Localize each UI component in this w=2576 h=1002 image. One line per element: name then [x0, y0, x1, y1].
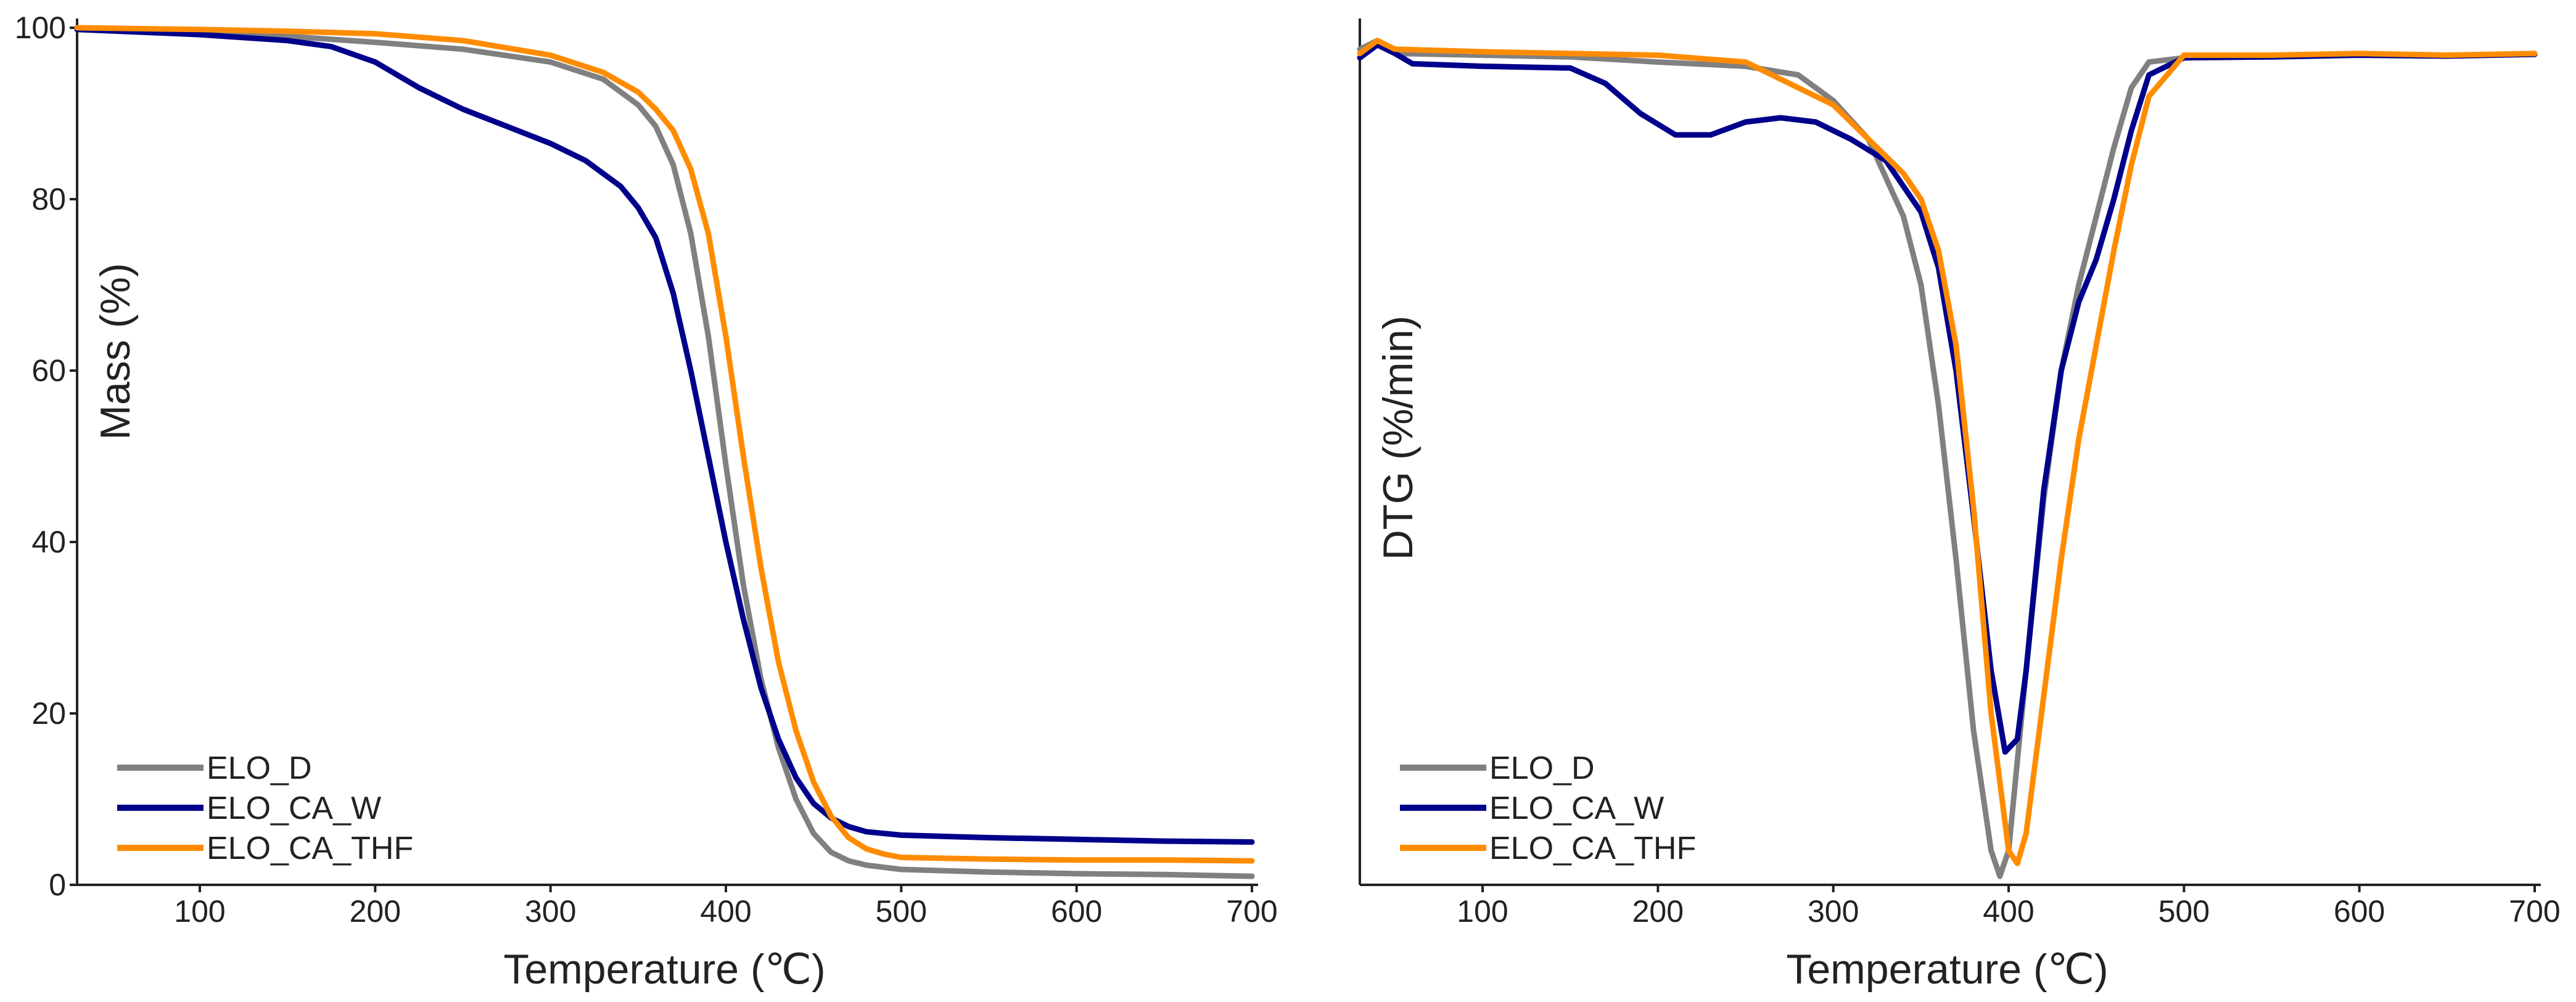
x-tick-label: 300	[1808, 894, 1859, 929]
x-tick-label: 100	[1457, 894, 1508, 929]
legend-label-elo-ca-thf: ELO_CA_THF	[207, 831, 413, 866]
y-tick-label: 60	[31, 353, 66, 388]
series-line-elo-ca-w	[1357, 42, 2538, 755]
y-axis-title: Mass (%)	[92, 263, 139, 440]
legend-label-elo-d: ELO_D	[1489, 750, 1595, 786]
x-axis-title: Temperature (℃)	[503, 946, 825, 993]
legend-label-elo-ca-w: ELO_CA_W	[1489, 791, 1664, 826]
x-tick-label: 500	[876, 894, 927, 929]
x-tick-label: 700	[1226, 894, 1277, 929]
chart-panel-1: 100 200 300 400 500 600 700 0 20 40 60 80 100 Tempera…	[15, 10, 1278, 993]
x-tick-label: 600	[2334, 894, 2385, 929]
series-line-elo-d	[74, 27, 1255, 879]
y-tick-label: 40	[31, 525, 66, 559]
x-tick-label: 500	[2158, 894, 2210, 929]
series-line-elo-ca-thf	[74, 25, 1255, 864]
x-tick-label: 400	[700, 894, 751, 929]
x-tick-label: 200	[1632, 894, 1684, 929]
series-line-elo-d	[1357, 38, 2538, 879]
x-tick-label: 700	[2509, 894, 2560, 929]
y-axis-title: DTG (%/min)	[1375, 316, 1422, 561]
x-tick-label: 200	[350, 894, 401, 929]
legend-label-elo-ca-thf: ELO_CA_THF	[1489, 831, 1696, 866]
x-axis-title: Temperature (℃)	[1786, 946, 2108, 993]
x-tick-label: 300	[525, 894, 576, 929]
y-tick-label: 100	[15, 10, 66, 45]
series-line-elo-ca-thf	[1357, 38, 2538, 866]
y-tick-label: 0	[49, 868, 66, 902]
y-tick-label: 80	[31, 182, 66, 216]
legend: ELO_D ELO_CA_W ELO_CA_THF	[1400, 750, 1696, 866]
legend: ELO_D ELO_CA_W ELO_CA_THF	[117, 750, 413, 866]
y-tick-label: 20	[31, 696, 66, 731]
x-tick-label: 600	[1051, 894, 1102, 929]
chart-panel-2: 100 200 300 400 500 600 700 Temperature (℃) DTG …	[1357, 18, 2561, 993]
x-tick-label: 100	[174, 894, 225, 929]
series-line-elo-ca-w	[74, 27, 1255, 845]
legend-label-elo-d: ELO_D	[207, 750, 312, 786]
x-tick-label: 400	[1983, 894, 2034, 929]
legend-label-elo-ca-w: ELO_CA_W	[207, 791, 381, 826]
